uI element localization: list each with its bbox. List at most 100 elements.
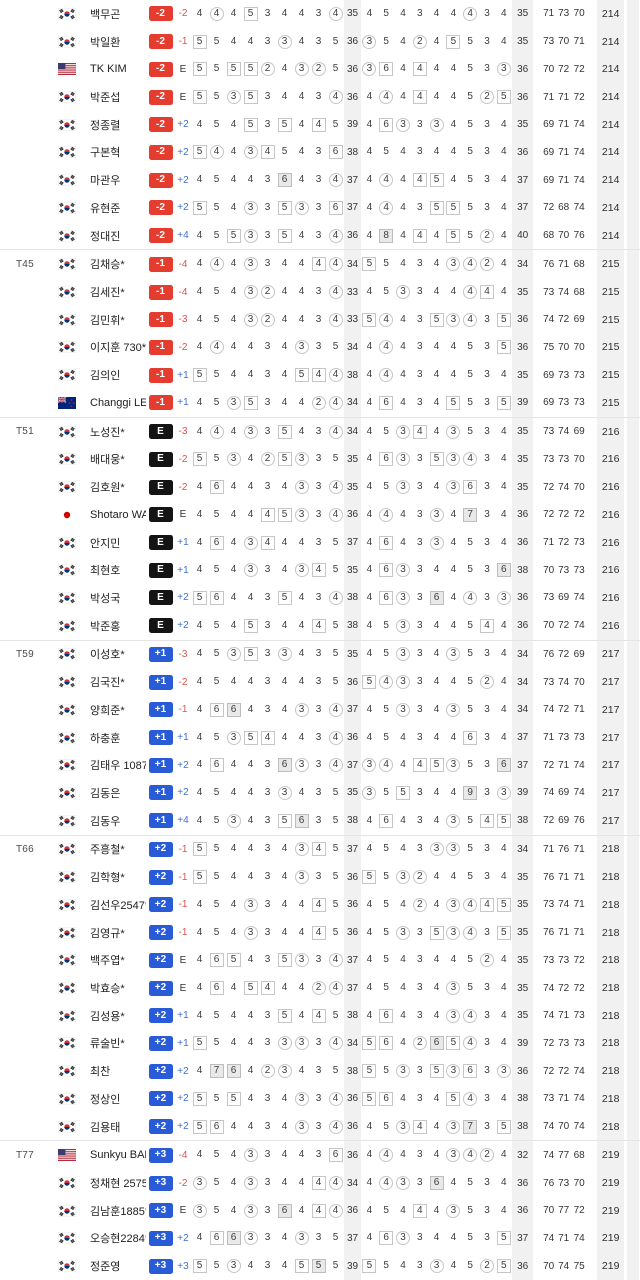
player-name: 정준영 xyxy=(90,1261,121,1274)
player-row[interactable]: 양희준* +1 -1 4 6 6 4 3 4 3 3 4 37 4 5 3 3 4 3 5 3 4 34 74 72 71 217 xyxy=(0,695,640,724)
player-row[interactable]: 정상인 +2 +2 5 5 5 4 3 4 3 3 4 36 5 6 4 3 4 5 4 3 4 38 73 71 74 218 xyxy=(0,1085,640,1113)
player-row[interactable]: 백주엽* +2 E 4 6 5 4 3 5 3 3 4 37 4 5 4 3 4 4 5 2 4 35 73 73 72 218 xyxy=(0,946,640,975)
player-row[interactable]: 김학형* +2 -1 5 5 4 4 3 4 3 3 5 36 5 5 3 2 4 4 5 3 4 35 76 71 71 218 xyxy=(0,863,640,891)
player-row[interactable]: 김용태 +2 +2 5 6 4 4 3 4 3 3 4 36 4 5 3 4 4 3 7 3 5 38 74 70 74 218 xyxy=(0,1112,640,1141)
hole-score-18: 4 xyxy=(495,529,512,557)
player-row[interactable]: 하충훈 +1 +1 4 5 3 5 4 4 4 3 4 36 4 5 4 3 4 4 6 3 4 37 71 73 73 217 xyxy=(0,723,640,752)
player-row[interactable]: 김호원* E -2 4 6 4 4 3 4 3 3 4 35 4 5 3 3 4 3 6 3 4 35 72 74 70 216 xyxy=(0,473,640,501)
player-row[interactable]: 김태우 1087 +1 +2 4 6 4 4 3 6 3 3 4 37 3 4 4 4 5 3 5 3 6 37 72 71 74… xyxy=(0,751,640,780)
bogey-box: 4 xyxy=(311,563,326,578)
par-score: 3 xyxy=(484,1177,490,1189)
player-row[interactable]: T45 김채승* -1 -4 4 4 4 3 3 4 4 4 4 34 5 5 4 3 4 3 4 2 4 34 76 71 68 2… xyxy=(0,250,640,279)
player-row[interactable]: 정종렬 -2 +2 4 5 4 5 3 5 4 4 5 39 4 6 3 3 3 4 5 3 4 35 69 71 74 214 xyxy=(0,110,640,139)
par-score: 4 xyxy=(450,591,457,603)
par-score: 5 xyxy=(332,1232,339,1244)
score-badge: -2 xyxy=(148,228,173,244)
player-row[interactable]: 구본혁 -2 +2 5 4 4 3 4 5 4 3 6 38 4 5 4 3 4 4 5 3 4 36 69 71 74 214 xyxy=(0,138,640,167)
player-row[interactable]: 김영규* +2 -1 4 5 4 3 3 4 4 4 5 36 4 5 3 3 5 3 4 3 5 35 76 71 71 218 xyxy=(0,918,640,947)
player-row[interactable]: Changgi LEE-1+14535344243446434553539697… xyxy=(0,389,640,417)
player-row[interactable]: 김국진* +1 -2 4 5 4 4 3 4 4 3 5 36 5 4 3 3 4 4 5 2 4 34 73 74 70 217 xyxy=(0,668,640,696)
player-row[interactable]: 안지민 E +1 4 6 4 3 4 4 4 3 5 37 4 6 4 3 3 4 5 3 4 36 71 72 73 216 xyxy=(0,528,640,557)
hole-score-5: 3 xyxy=(259,584,276,612)
player-row[interactable]: 박성국 E +2 5 6 4 4 3 5 4 3 4 38 4 6 3 3 6 4 4 3 3 36 73 69 74 216 xyxy=(0,584,640,612)
player-row[interactable]: 김동우 +1 +4 4 5 3 4 3 5 6 3 5 38 4 6 4 3 4 3 5 4 5 38 72 69 76 217 xyxy=(0,806,640,835)
hole-score-1: 4 xyxy=(191,278,208,306)
hole-score-8: 4 xyxy=(310,891,327,919)
player-row[interactable]: 김남훈1885* +3 E 3 5 4 3 3 6 4 4 4 36 4 5 4 4 4 3 5 3 4 36 70 77 72 2… xyxy=(0,1196,640,1225)
bogey-box: 4 xyxy=(311,1203,326,1218)
player-row[interactable]: 마관우 -2 +2 4 5 4 4 3 6 4 3 4 37 4 4 4 4 5 4 5 3 4 37 69 71 74 214 xyxy=(0,166,640,195)
player-row[interactable]: 김민휘* -1 -3 4 5 4 3 2 4 4 3 4 33 5 4 4 3 5 3 4 3 5 36 74 72 69 215 xyxy=(0,305,640,334)
player-row[interactable]: 김성용* +2 +1 4 5 4 4 3 5 4 4 5 38 4 6 4 3 4 3 4 3 4 35 74 71 73 218 xyxy=(0,1001,640,1030)
bogey-box: 5 xyxy=(192,90,207,105)
par-score: 3 xyxy=(315,229,322,241)
par-score: 4 xyxy=(433,982,440,994)
position-label xyxy=(0,473,44,501)
round-3-score: 70 xyxy=(573,453,585,465)
par-score: 4 xyxy=(230,341,237,353)
hole-score-10: 5 xyxy=(361,1252,378,1280)
hole-score-7: 4 xyxy=(293,779,310,807)
birdie-circle: 2 xyxy=(479,1259,494,1274)
par-score: 3 xyxy=(484,396,490,408)
player-row[interactable]: 최찬 +2 +2 4 7 6 4 2 3 4 3 5 38 5 5 3 3 5 3 6 3 3 36 72 72 74 218 xyxy=(0,1057,640,1086)
player-row[interactable]: 이지훈 730* -1 -2 4 4 4 4 3 4 3 3 5 34 4 4 4 3 4 4 5 3 5 36 75 70 70… xyxy=(0,333,640,362)
player-row[interactable]: T51 노성진* E -3 4 4 4 3 3 5 4 3 4 34 4 5 3 4 4 3 5 3 4 35 73 74 69 21… xyxy=(0,417,640,446)
birdie-circle: 4 xyxy=(328,6,343,21)
column-gap xyxy=(587,1225,597,1253)
par-score: 5 xyxy=(213,174,220,186)
hole-score-11: 6 xyxy=(378,389,395,417)
player-row[interactable]: T66 주흥철* +2 -1 5 5 4 4 3 4 3 4 5 37 4 5 4 3 3 3 5 3 4 34 71 76 71 2… xyxy=(0,835,640,864)
out-total: 35 xyxy=(344,445,361,474)
hole-score-13: 3 xyxy=(411,446,428,474)
player-row[interactable]: 박효승* +2 E 4 6 4 5 4 4 4 2 4 37 4 5 4 3 4 3 5 3 4 35 74 72 72 218 xyxy=(0,974,640,1002)
right-gutter xyxy=(627,1196,640,1225)
bogey-box: 6 xyxy=(209,758,224,773)
player-row[interactable]: 박준섭 -2 E 5 5 3 5 3 4 4 3 4 36 4 4 4 4 4 4 5 2 5 36 71 71 72 214 xyxy=(0,83,640,111)
player-row[interactable]: 김동은 +1 +2 4 5 4 4 3 3 4 3 5 35 3 5 5 3 4 4 9 3 3 39 74 69 74 217 xyxy=(0,779,640,807)
hole-score-9: 4 xyxy=(327,1169,344,1197)
hole-score-8: 3 xyxy=(310,668,327,696)
player-row[interactable]: 정채현 2575* +3 -2 3 5 4 3 3 4 4 4 4 34 4 4 3 3 6 4 5 3 4 36 76 73 7… xyxy=(0,1169,640,1197)
bogey-box: 5 xyxy=(243,981,258,996)
player-row[interactable]: 김선우2547* +2 -1 4 5 4 3 3 4 4 4 5 36 4 5 4 2 4 3 4 4 5 35 73 74 71… xyxy=(0,891,640,919)
player-row[interactable]: 김의인 -1 +1 5 5 4 4 3 4 5 4 4 38 4 4 4 3 4 4 5 3 4 35 69 73 73 215 xyxy=(0,361,640,390)
round-1-score: 76 xyxy=(543,648,555,660)
player-row[interactable]: 오승현2284* +3 +2 4 6 6 3 3 4 3 3 5 37 4 6 3 3 4 4 5 3 5 37 74 71 74… xyxy=(0,1224,640,1253)
player-row[interactable]: 정준영 +3 +3 5 5 3 4 3 4 5 5 5 39 5 5 4 3 3 4 5 2 5 36 70 74 75 219 xyxy=(0,1252,640,1280)
hole-score-6: 4 xyxy=(276,1085,293,1113)
hole-score-17: 3 xyxy=(479,919,496,947)
player-row[interactable]: 박준홍 E +2 4 5 4 5 3 4 4 4 5 38 4 5 3 3 4 4 5 4 4 36 70 72 74 216 xyxy=(0,611,640,640)
hole-score-5: 3 xyxy=(259,919,276,947)
player-name: 하충훈 xyxy=(90,732,121,745)
player-row[interactable]: 백무곤 -2 -2 4 4 4 5 3 4 4 3 4 35 4 5 4 3 4 4 4 3 4 35 71 73 70 214 xyxy=(0,0,640,28)
player-row[interactable]: 박일환 -2 -1 5 5 4 4 3 3 4 3 5 36 3 5 4 2 4 5 5 3 4 35 73 70 71 214 xyxy=(0,27,640,56)
hole-score-3: 4 xyxy=(225,556,242,584)
par-score: 4 xyxy=(433,1009,440,1021)
column-gap xyxy=(533,556,541,584)
player-row[interactable]: 배대웅* E -2 5 5 3 4 2 5 3 3 5 35 4 6 3 3 5 3 4 3 4 35 73 73 70 216 xyxy=(0,445,640,474)
player-row[interactable]: 정대진 -2 +4 4 5 5 3 3 5 4 3 4 36 4 8 4 4 4 5 5 2 4 40 68 70 76 214 xyxy=(0,221,640,250)
hole-score-6: 4 xyxy=(276,1113,293,1141)
par-score: 3 xyxy=(417,341,423,353)
player-row[interactable]: TK KIM -2 E 5 5 5 5 2 4 3 2 5 36 3 6 4 4 4 4 5 3 3 36 70 72 72 214 xyxy=(0,55,640,84)
par-score: 4 xyxy=(281,1149,288,1161)
kr-flag-icon xyxy=(44,194,90,222)
player-row[interactable]: 김세진* -1 -4 4 5 4 3 2 4 4 3 4 33 4 5 3 3 4 4 4 4 4 35 73 74 68 215 xyxy=(0,278,640,306)
par-score: 3 xyxy=(484,759,490,771)
par-score: 3 xyxy=(484,1092,490,1104)
player-row[interactable]: 유현준 -2 +2 5 5 4 3 3 5 3 3 6 37 4 4 4 3 5 5 5 3 4 37 72 68 74 214 xyxy=(0,194,640,222)
par-score: 4 xyxy=(281,926,288,938)
player-row[interactable]: 최현호 E +1 4 5 4 3 3 4 3 4 5 35 4 6 3 3 4 4 5 3 6 38 70 73 73 216 xyxy=(0,556,640,585)
total-score-badge: +2 xyxy=(146,1057,175,1085)
birdie-circle: 3 xyxy=(395,285,410,300)
bogey-box: 4 xyxy=(412,173,427,188)
par-score: 4 xyxy=(281,341,288,353)
player-row[interactable]: Shotaro WADAEE45444533436444334734367272… xyxy=(0,500,640,529)
out-total: 34 xyxy=(344,1169,361,1197)
player-row[interactable]: 류술빈* +2 +1 5 5 4 4 3 3 3 3 4 34 5 6 4 2 6 5 4 3 4 39 72 73 73 218 xyxy=(0,1029,640,1058)
hole-score-5: 3 xyxy=(259,751,276,779)
player-row[interactable]: T59 이성호* +1 -3 4 5 3 5 3 3 4 3 5 35 4 5 3 3 4 3 5 3 4 34 76 72 69 2… xyxy=(0,640,640,669)
column-gap xyxy=(533,0,541,28)
